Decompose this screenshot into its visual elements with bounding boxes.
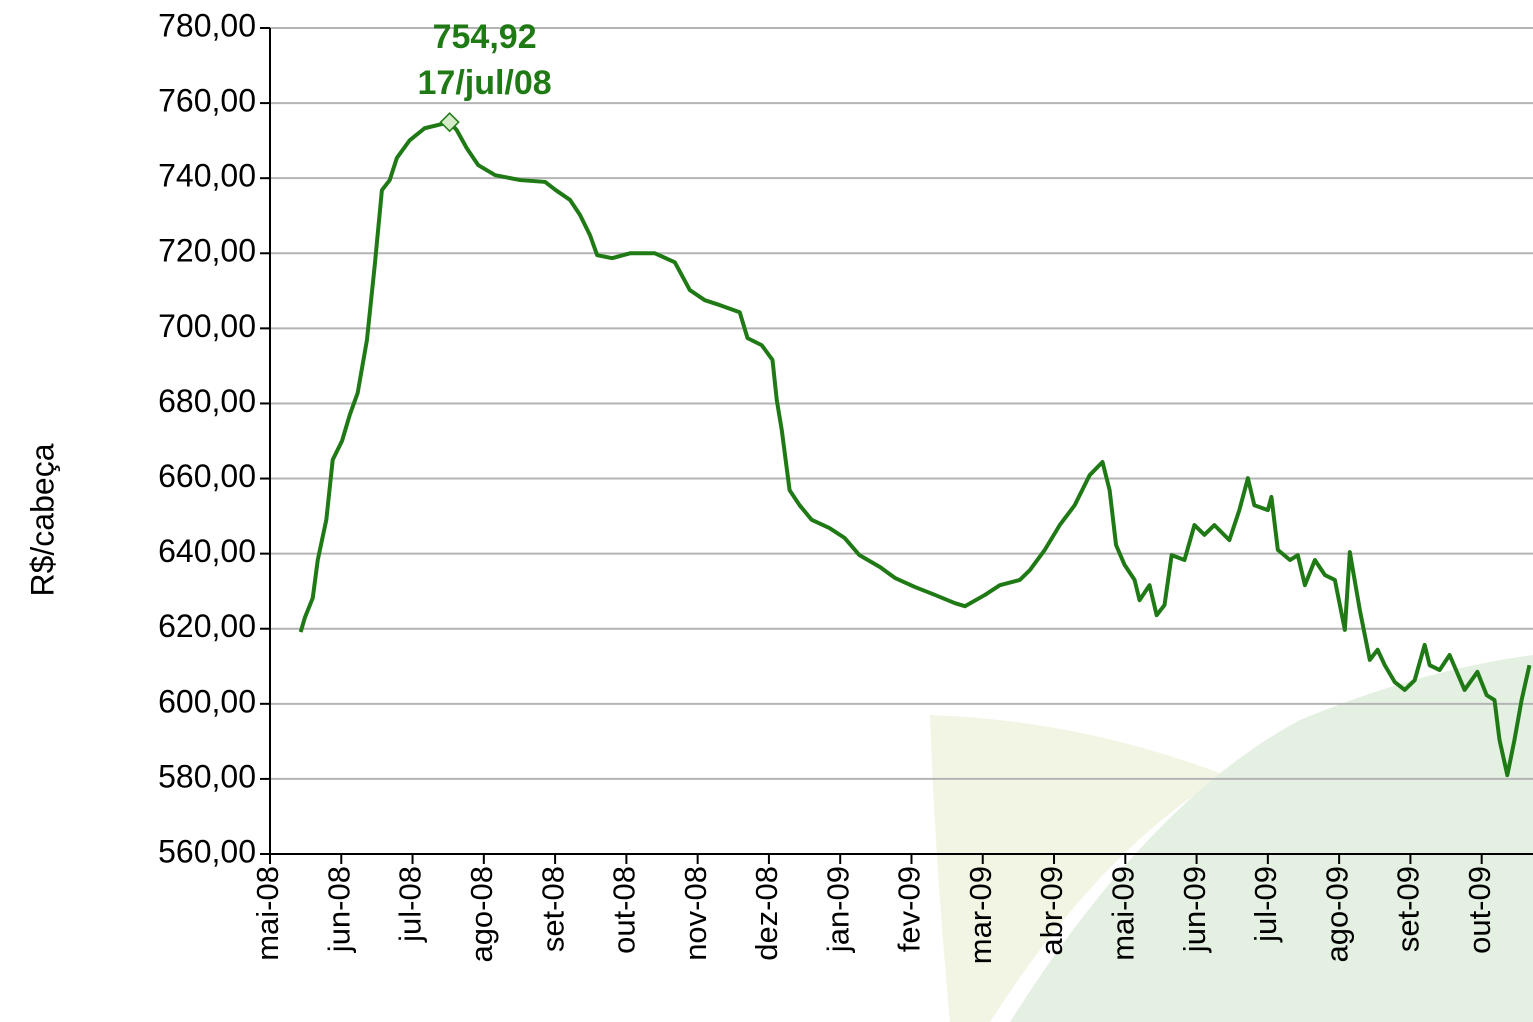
y-tick-label: 660,00 [158, 458, 256, 494]
x-tick-label: ago-08 [464, 866, 499, 963]
chart: R$/cabeça 560,00 580,00 600,00 620,00 640,00… [0, 0, 1533, 1022]
y-tick-label: 700,00 [158, 308, 256, 344]
annotation-text: 17/jul/08 [418, 64, 552, 102]
x-tick-label: abr-09 [1034, 866, 1069, 956]
x-tick-label: set-08 [535, 866, 570, 952]
y-tick-label: 680,00 [158, 383, 256, 419]
x-tick-label: mar-09 [963, 866, 998, 964]
x-tick-label: nov-08 [678, 866, 713, 961]
x-tick-label: set-09 [1391, 866, 1426, 952]
x-tick-label: out-08 [607, 866, 642, 954]
x-tick-label: jan-09 [820, 866, 855, 953]
y-tick-label: 620,00 [158, 608, 256, 644]
x-tick-label: ago-09 [1319, 866, 1354, 963]
y-tick-label: 740,00 [158, 158, 256, 194]
line [301, 122, 1530, 775]
x-tick-label: mai-09 [1105, 866, 1140, 961]
x-tick-label: jul-09 [1248, 866, 1283, 943]
y-tick-label: 780,00 [158, 7, 256, 43]
y-tick-label: 580,00 [158, 758, 256, 794]
y-tick-label: 760,00 [158, 83, 256, 119]
y-axis-title: R$/cabeça [24, 443, 60, 596]
y-tick-label: 640,00 [158, 533, 256, 569]
x-tick-label: mai-08 [250, 866, 285, 961]
x-tick-label: jun-08 [321, 866, 356, 953]
x-tick-label: dez-08 [749, 866, 784, 961]
y-tick-label: 600,00 [158, 683, 256, 719]
x-tick-label: fev-09 [892, 866, 927, 952]
y-tick-label: 560,00 [158, 833, 256, 869]
annotation-value: 754,92 [433, 18, 537, 56]
x-tick-label: out-09 [1462, 866, 1497, 954]
y-tick-label: 720,00 [158, 233, 256, 269]
x-tick-label: jul-08 [393, 866, 428, 943]
x-tick-label: jun-09 [1177, 866, 1212, 953]
